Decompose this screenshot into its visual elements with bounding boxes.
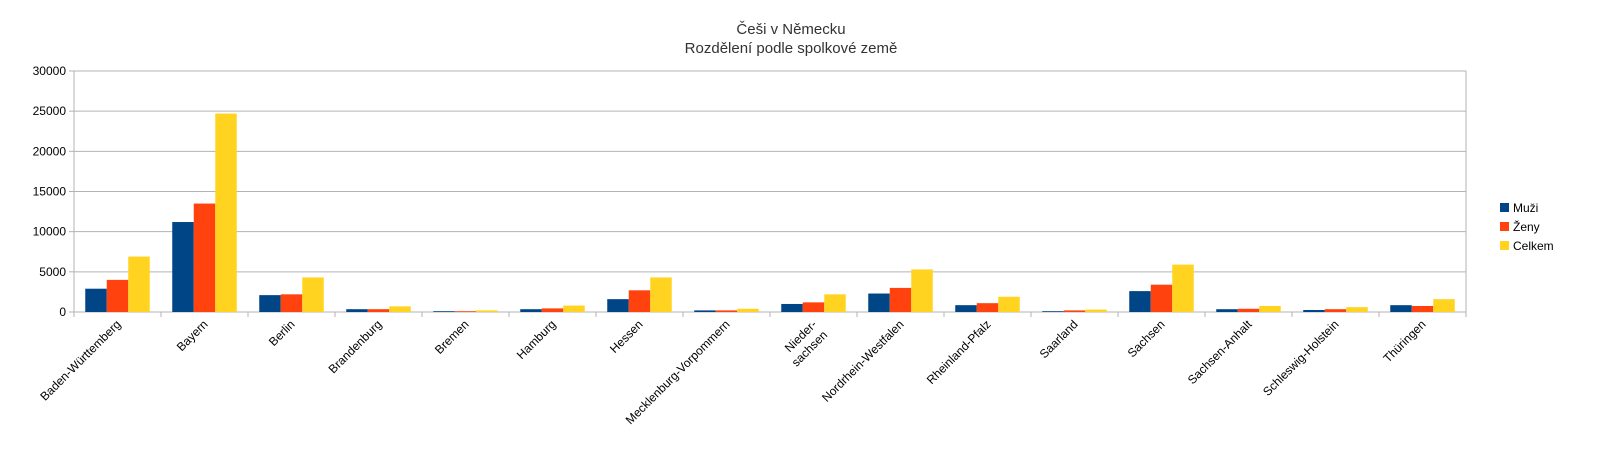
- x-category-label: Hessen: [607, 317, 646, 356]
- legend-label: Celkem: [1513, 239, 1554, 253]
- bar: [389, 306, 411, 312]
- bar: [215, 113, 237, 313]
- bar: [454, 311, 477, 312]
- bar: [433, 311, 455, 312]
- y-tick-label: 25000: [33, 104, 67, 118]
- bar: [911, 269, 933, 312]
- bar: [1042, 311, 1064, 312]
- y-tick-label: 10000: [33, 225, 67, 239]
- bar: [868, 293, 890, 312]
- x-category-label: Nieder-sachsen: [778, 317, 830, 369]
- x-category-label: Berlin: [266, 317, 298, 349]
- bar: [1150, 284, 1173, 312]
- bar: [1390, 305, 1412, 312]
- chart-title: Češi v Německu: [736, 21, 845, 38]
- chart-subtitle: Rozdělení podle spolkové země: [685, 40, 898, 57]
- legend: Muži Ženy Celkem: [1500, 201, 1554, 253]
- bar: [889, 287, 912, 312]
- x-category-label: Saarland: [1037, 317, 1081, 361]
- bar: [1324, 309, 1347, 312]
- bar: [694, 310, 716, 312]
- y-tick-label: 20000: [33, 144, 67, 158]
- bar: [824, 294, 846, 312]
- x-category-label: Thüringen: [1381, 317, 1429, 365]
- bar: [1063, 310, 1086, 312]
- bar: [715, 310, 738, 312]
- bar: [563, 305, 585, 312]
- bar: [1172, 264, 1194, 312]
- bar: [128, 256, 150, 312]
- bar: [346, 309, 368, 312]
- bar: [998, 296, 1020, 312]
- bar: [541, 308, 564, 312]
- bar: [737, 308, 759, 312]
- x-category-label: Rheinland-Pfalz: [924, 317, 994, 387]
- x-category-label: Bayern: [174, 317, 211, 354]
- x-category-label: Brandenburg: [326, 317, 385, 376]
- bar: [280, 294, 303, 312]
- bar: [802, 302, 825, 312]
- bar: [476, 310, 498, 312]
- bar: [1411, 305, 1434, 312]
- x-category-label: Schleswig-Holstein: [1260, 317, 1342, 399]
- bar: [1129, 291, 1151, 312]
- x-category-label: Bremen: [432, 317, 472, 357]
- y-tick-label: 30000: [33, 64, 67, 78]
- bar: [367, 309, 390, 312]
- bar: [85, 288, 107, 312]
- bar: [650, 277, 672, 312]
- y-tick-label: 0: [59, 305, 66, 319]
- bar: [302, 277, 324, 312]
- y-tick-label: 5000: [39, 265, 66, 279]
- bar: [1346, 307, 1368, 312]
- y-tick-label: 15000: [33, 185, 67, 199]
- bar: [955, 305, 977, 312]
- legend-label: Ženy: [1513, 219, 1540, 234]
- legend-swatch: [1500, 203, 1509, 212]
- bar: [976, 303, 999, 312]
- y-axis-tick-labels: 0 5000 10000 15000 20000 25000 30000: [33, 64, 67, 319]
- bar: [628, 290, 651, 312]
- x-category-label: Nordrhein-Westfalen: [819, 317, 907, 405]
- bar: [1433, 299, 1455, 312]
- bar: [1303, 309, 1325, 312]
- x-category-label: Baden-Württemberg: [37, 317, 123, 403]
- bar: [1085, 309, 1107, 312]
- bar: [607, 299, 629, 312]
- x-category-label: Mecklenburg-Vorpommern: [623, 317, 733, 427]
- bar: [1237, 308, 1260, 312]
- x-category-label: Sachsen-Anhalt: [1185, 317, 1255, 387]
- x-category-label: Hamburg: [514, 317, 559, 362]
- bar: [1216, 309, 1238, 312]
- bars: [85, 113, 1455, 313]
- bar: [520, 309, 542, 312]
- legend-label: Muži: [1513, 201, 1538, 215]
- bar: [106, 279, 129, 312]
- bar: [1259, 305, 1281, 312]
- legend-swatch: [1500, 222, 1509, 231]
- bar: [172, 222, 194, 312]
- bar: [259, 295, 281, 312]
- gridlines: [69, 70, 1467, 317]
- legend-swatch: [1500, 241, 1509, 250]
- x-axis-category-labels: Baden-Württemberg Bayern Berlin Brandenburg…: [37, 317, 1428, 427]
- bar: [781, 303, 803, 312]
- bar: [193, 203, 216, 312]
- x-category-label: Sachsen: [1125, 317, 1168, 360]
